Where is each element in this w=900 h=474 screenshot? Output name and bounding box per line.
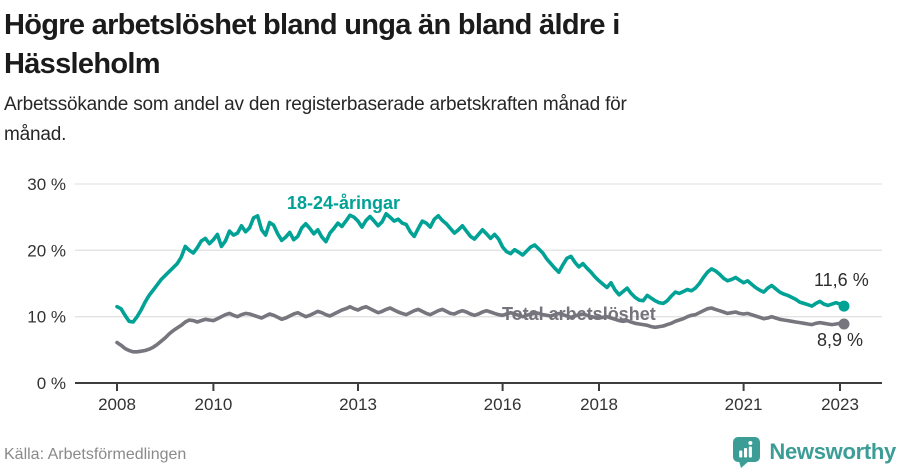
y-tick-label: 30 % [27,175,66,194]
x-tick-label: 2023 [821,395,859,414]
subtitle-line-2: månad. [4,124,67,145]
source-attribution: Källa: Arbetsförmedlingen [4,446,187,463]
end-value-label-youth: 11,6 % [814,270,869,290]
newsworthy-logo: Newsworthy [732,436,896,468]
newsworthy-wordmark: Newsworthy [769,439,896,464]
series-line-total [115,304,846,354]
x-tick-label: 2018 [580,395,618,414]
chart-subtitle: Arbetssökande som andel av den registerb… [4,90,884,150]
title-line-1: Högre arbetslöshet bland unga än bland ä… [4,9,620,41]
series-label-total: Total arbetslöshet [502,304,656,324]
y-tick-label: 20 % [27,241,66,260]
x-tick-label: 2016 [484,395,522,414]
series-line-youth [115,212,846,324]
x-tick-label: 2021 [725,395,763,414]
title-line-2: Hässleholm [4,48,160,80]
x-tick-label: 2008 [98,395,136,414]
newsworthy-bubble-chart-icon [733,437,761,468]
end-value-label-total: 8,9 % [817,330,864,350]
series-end-dot-total [838,318,850,330]
x-tick-label: 2013 [339,395,377,414]
series-end-dot-youth [838,300,850,312]
series-label-youth: 18-24-åringar [287,193,401,213]
y-tick-label: 10 % [27,308,66,327]
page-title: Högre arbetslöshet bland unga än bland ä… [4,6,884,84]
subtitle-line-1: Arbetssökande som andel av den registerb… [4,94,627,115]
x-tick-label: 2010 [194,395,232,414]
y-tick-label: 0 % [37,374,66,393]
